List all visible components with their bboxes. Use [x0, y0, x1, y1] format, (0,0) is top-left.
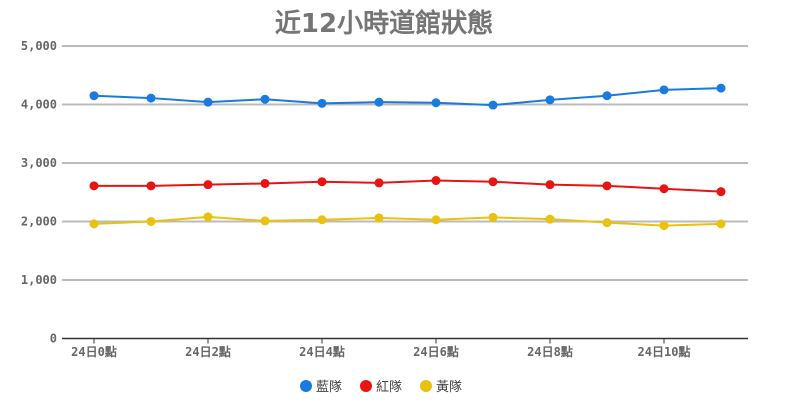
data-point[interactable]: [203, 97, 213, 107]
data-point[interactable]: [488, 100, 498, 110]
data-point[interactable]: [716, 83, 726, 93]
data-point[interactable]: [260, 178, 270, 188]
data-point[interactable]: [89, 219, 99, 229]
data-point[interactable]: [431, 98, 441, 108]
data-point[interactable]: [89, 91, 99, 101]
data-point[interactable]: [545, 214, 555, 224]
data-point[interactable]: [716, 219, 726, 229]
data-point[interactable]: [488, 212, 498, 222]
data-point[interactable]: [602, 181, 612, 191]
series-line: [93, 215, 722, 227]
series-2: [89, 212, 726, 231]
y-tick-label: 5,000: [21, 39, 57, 53]
series-line: [93, 87, 722, 107]
data-point[interactable]: [317, 98, 327, 108]
data-point[interactable]: [488, 177, 498, 187]
x-tick-label: 24日8點: [527, 344, 573, 359]
data-point[interactable]: [659, 221, 669, 231]
data-point[interactable]: [659, 85, 669, 95]
series-0: [89, 83, 726, 110]
x-tick-label: 24日10點: [638, 344, 691, 359]
data-point[interactable]: [716, 187, 726, 197]
y-tick-label: 2,000: [21, 215, 57, 229]
legend-item[interactable]: 黃隊: [420, 379, 462, 395]
legend-label: 紅隊: [376, 379, 402, 395]
data-point[interactable]: [146, 181, 156, 191]
data-point[interactable]: [602, 91, 612, 101]
legend-label: 黃隊: [436, 379, 462, 395]
legend-item[interactable]: 紅隊: [360, 379, 402, 395]
legend-swatch: [420, 380, 432, 392]
data-point[interactable]: [374, 178, 384, 188]
data-point[interactable]: [431, 215, 441, 225]
data-point[interactable]: [602, 218, 612, 228]
x-tick-label: 24日2點: [185, 344, 231, 359]
legend-swatch: [300, 380, 312, 392]
chart-title: 近12小時道館狀態: [275, 8, 493, 39]
data-point[interactable]: [545, 180, 555, 190]
data-point[interactable]: [146, 93, 156, 103]
data-point[interactable]: [89, 181, 99, 191]
x-tick-label: 24日6點: [413, 344, 459, 359]
y-tick-label: 1,000: [21, 273, 57, 287]
y-tick-label: 3,000: [21, 156, 57, 170]
data-point[interactable]: [659, 184, 669, 194]
legend-swatch: [360, 380, 372, 392]
series-line: [94, 179, 722, 193]
y-tick-label: 0: [50, 332, 57, 346]
x-tick-label: 24日4點: [299, 344, 345, 359]
data-point[interactable]: [374, 213, 384, 223]
data-point[interactable]: [317, 215, 327, 225]
data-point[interactable]: [203, 180, 213, 190]
series-1: [89, 176, 726, 197]
data-point[interactable]: [545, 95, 555, 105]
legend-item[interactable]: 藍隊: [300, 379, 342, 395]
x-tick-label: 24日0點: [71, 344, 117, 359]
data-point[interactable]: [431, 176, 441, 186]
data-point[interactable]: [317, 177, 327, 187]
data-point[interactable]: [146, 217, 156, 226]
legend-label: 藍隊: [316, 379, 342, 395]
data-point[interactable]: [260, 216, 270, 226]
y-tick-label: 4,000: [21, 98, 57, 112]
data-point[interactable]: [260, 94, 270, 104]
data-point[interactable]: [203, 212, 213, 222]
data-point[interactable]: [374, 97, 384, 107]
